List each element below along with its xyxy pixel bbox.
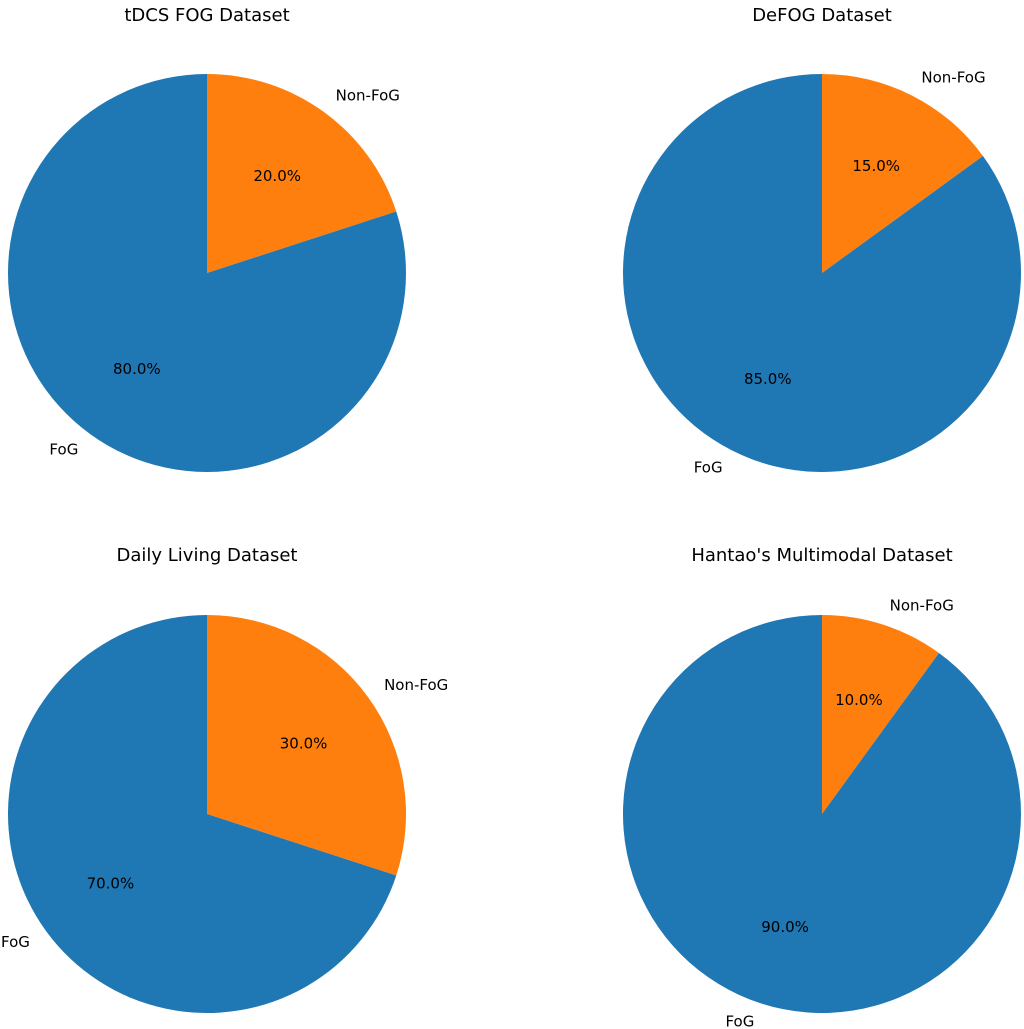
pie-slice-fog <box>622 615 1021 1014</box>
pct-label-non-fog: 20.0% <box>253 167 301 185</box>
pie-slice-non-fog <box>822 74 983 273</box>
pct-label-fog: 80.0% <box>113 360 161 378</box>
pct-label-non-fog: 15.0% <box>852 157 900 175</box>
slice-label-non-fog: Non-FoG <box>336 86 400 104</box>
slice-label-non-fog: Non-FoG <box>921 68 985 86</box>
pie-chart-1: tDCS FOG Dataset 20.0% Non-FoG 80.0% FoG <box>7 5 406 472</box>
pie-slice-fog <box>7 615 397 1013</box>
pct-label-non-fog: 10.0% <box>835 691 883 709</box>
pie-slice-fog <box>622 74 1021 472</box>
chart-title: Daily Living Dataset <box>117 545 298 566</box>
chart-title: DeFOG Dataset <box>752 5 892 26</box>
slice-label-fog: FoG <box>725 1013 754 1029</box>
slice-label-fog: FoG <box>49 441 78 459</box>
pie-slice-non-fog <box>207 74 397 273</box>
pct-label-fog: 85.0% <box>744 370 792 388</box>
pie-chart-2: DeFOG Dataset 15.0% Non-FoG 85.0% FoG <box>622 5 1021 477</box>
chart-title: Hantao's Multimodal Dataset <box>691 545 952 566</box>
pie-slice-non-fog <box>822 615 939 814</box>
pie-slice-non-fog <box>207 615 406 876</box>
pie-chart-3: Daily Living Dataset 30.0% Non-FoG 70.0% FoG <box>1 545 448 1013</box>
pie-slice-fog <box>7 74 406 472</box>
pct-label-fog: 90.0% <box>761 918 809 936</box>
slice-label-non-fog: Non-FoG <box>384 676 448 694</box>
chart-title: tDCS FOG Dataset <box>124 5 289 26</box>
pct-label-fog: 70.0% <box>87 875 135 893</box>
pct-label-non-fog: 30.0% <box>280 734 328 752</box>
slice-label-fog: FoG <box>694 459 723 477</box>
slice-label-non-fog: Non-FoG <box>890 596 954 614</box>
pie-chart-4: Hantao's Multimodal Dataset 10.0% Non-FoG 9… <box>622 545 1021 1029</box>
pie-charts-group: tDCS FOG Dataset20.0%Non-FoG80.0%FoGDeFO… <box>1 5 1021 1029</box>
slice-label-fog: FoG <box>1 933 30 951</box>
